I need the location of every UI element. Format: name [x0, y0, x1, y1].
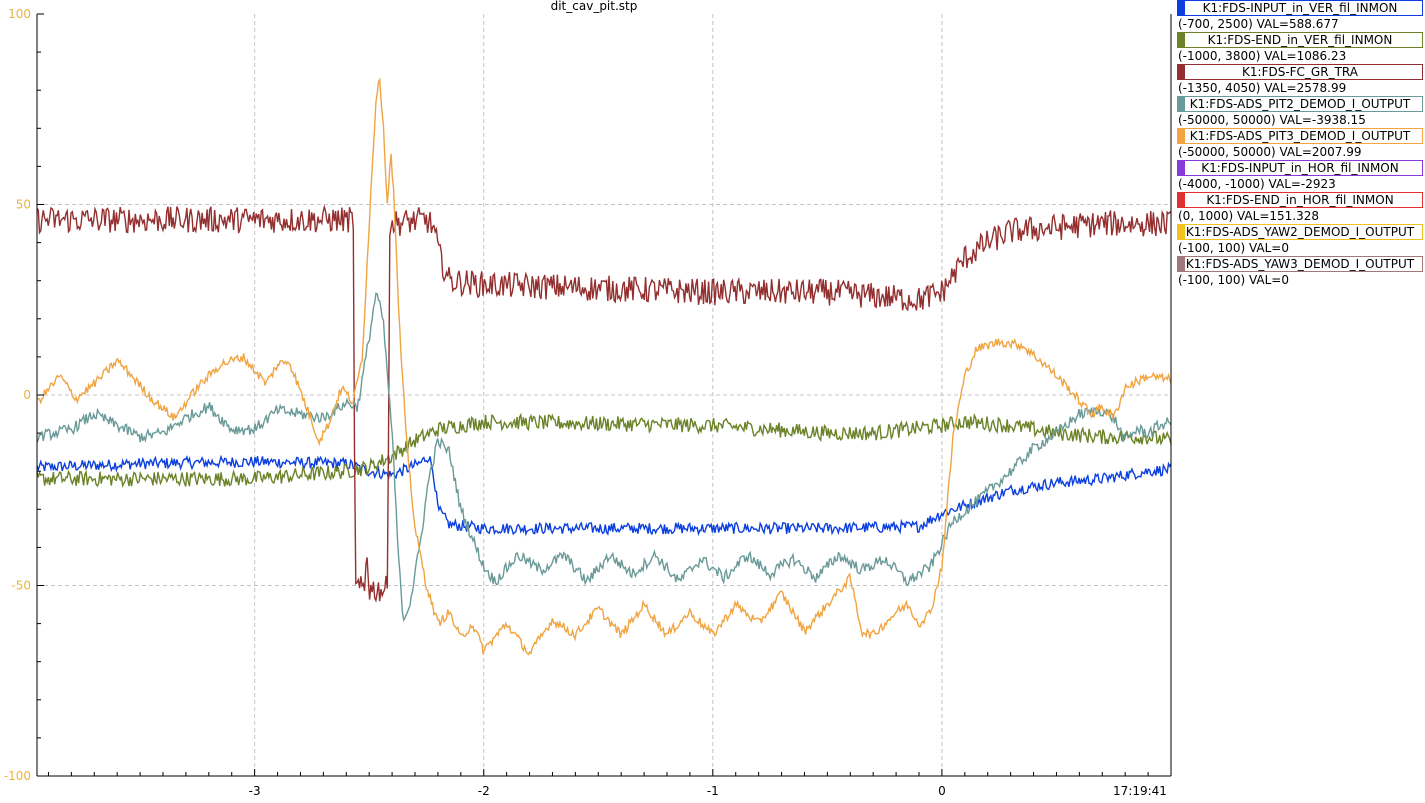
legend-entry-range: (-100, 100) VAL=0	[1178, 273, 1289, 287]
y-tick-label: -100	[4, 769, 31, 783]
legend-name-text: K1:FDS-ADS_YAW3_DEMOD_I_OUTPUT	[1185, 257, 1415, 271]
grid	[37, 14, 1171, 776]
legend-swatch	[1178, 33, 1185, 47]
legend-name-text: K1:FDS-ADS_PIT2_DEMOD_I_OUTPUT	[1189, 97, 1411, 111]
legend-entry-name[interactable]: K1:FDS-ADS_YAW3_DEMOD_I_OUTPUT	[1177, 256, 1423, 272]
legend: K1:FDS-INPUT_in_VER_fil_INMON (-700, 2500…	[1174, 0, 1425, 288]
legend-entry-name[interactable]: K1:FDS-END_in_HOR_fil_INMON	[1177, 192, 1423, 208]
legend-name-text: K1:FDS-INPUT_in_HOR_fil_INMON	[1201, 161, 1399, 175]
legend-entry-range: (-100, 100) VAL=0	[1178, 241, 1289, 255]
legend-entry-name[interactable]: K1:FDS-END_in_VER_fil_INMON	[1177, 32, 1423, 48]
trace-3	[36, 292, 1172, 623]
legend-entry-range: (0, 1000) VAL=151.328	[1178, 209, 1319, 223]
legend-entry-range: (-4000, -1000) VAL=-2923	[1178, 177, 1336, 191]
trace-1	[36, 412, 1172, 488]
legend-swatch	[1178, 161, 1185, 175]
x-tick-label: -3	[249, 784, 261, 798]
legend-entry-name[interactable]: K1:FDS-INPUT_in_HOR_fil_INMON	[1177, 160, 1423, 176]
legend-entry-range: (-1000, 3800) VAL=1086.23	[1178, 49, 1347, 63]
chart-title: dit_cav_pit.stp	[551, 0, 638, 13]
legend-name-text: K1:FDS-INPUT_in_VER_fil_INMON	[1202, 1, 1398, 15]
legend-entry-name[interactable]: K1:FDS-ADS_PIT2_DEMOD_I_OUTPUT	[1177, 96, 1423, 112]
legend-swatch	[1178, 257, 1185, 271]
timestamp-label: 17:19:41	[1113, 784, 1167, 798]
legend-swatch	[1178, 1, 1185, 15]
legend-name-text: K1:FDS-END_in_HOR_fil_INMON	[1206, 193, 1394, 207]
legend-entry-name[interactable]: K1:FDS-FC_GR_TRA	[1177, 64, 1423, 80]
legend-name-text: K1:FDS-END_in_VER_fil_INMON	[1207, 33, 1393, 47]
y-tick-label: 0	[23, 388, 31, 402]
legend-name-text: K1:FDS-ADS_PIT3_DEMOD_I_OUTPUT	[1189, 129, 1411, 143]
legend-entry-name[interactable]: K1:FDS-INPUT_in_VER_fil_INMON	[1177, 0, 1423, 16]
x-tick-label: -1	[707, 784, 719, 798]
trend-plot[interactable]: 100 50 0 -50 -100 -3 -2 -1 0 dit_cav_pit.stp 17:…	[0, 0, 1174, 803]
traces	[36, 77, 1172, 656]
legend-swatch	[1178, 65, 1185, 79]
legend-entry-name[interactable]: K1:FDS-ADS_PIT3_DEMOD_I_OUTPUT	[1177, 128, 1423, 144]
y-tick-label: -50	[11, 579, 31, 593]
y-tick-label: 50	[16, 198, 31, 212]
axes: 100 50 0 -50 -100 -3 -2 -1 0	[4, 7, 1172, 798]
legend-swatch	[1178, 97, 1185, 111]
trace-2	[36, 204, 1172, 603]
legend-entry-range: (-50000, 50000) VAL=-3938.15	[1178, 113, 1366, 127]
legend-swatch	[1178, 193, 1185, 207]
trace-4	[36, 77, 1172, 656]
legend-swatch	[1178, 129, 1185, 143]
legend-name-text: K1:FDS-ADS_YAW2_DEMOD_I_OUTPUT	[1185, 225, 1415, 239]
y-tick-label: 100	[8, 7, 31, 21]
x-tick-label: 0	[938, 784, 946, 798]
trace-0	[36, 454, 1172, 537]
legend-entry-range: (-1350, 4050) VAL=2578.99	[1178, 81, 1347, 95]
legend-entry-range: (-50000, 50000) VAL=2007.99	[1178, 145, 1362, 159]
legend-entry-name[interactable]: K1:FDS-ADS_YAW2_DEMOD_I_OUTPUT	[1177, 224, 1423, 240]
legend-swatch	[1178, 225, 1185, 239]
legend-name-text: K1:FDS-FC_GR_TRA	[1242, 65, 1358, 79]
legend-entry-range: (-700, 2500) VAL=588.677	[1178, 17, 1339, 31]
x-tick-label: -2	[478, 784, 490, 798]
